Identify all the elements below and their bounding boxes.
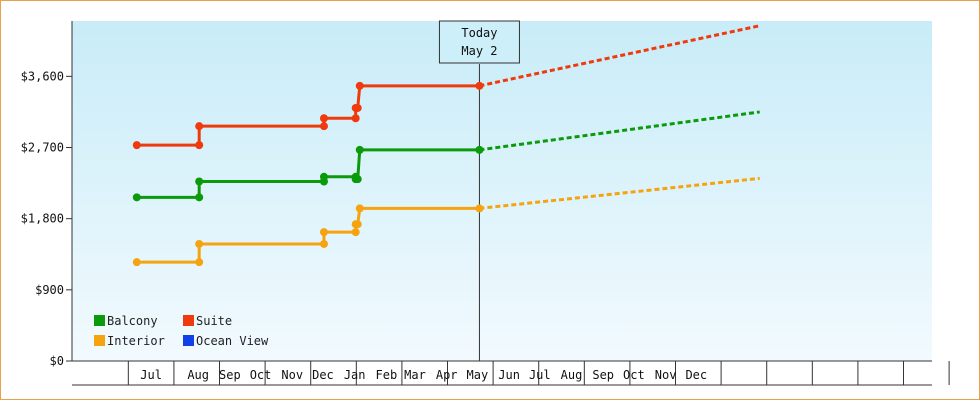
data-point[interactable] (195, 193, 204, 202)
y-axis: $0 $900 $1,800 $2,700 $3,600 (21, 21, 73, 368)
series-line-suite (136, 84, 480, 147)
x-tick-label: Jul (529, 368, 551, 382)
data-point[interactable] (132, 193, 141, 202)
data-point[interactable] (475, 204, 484, 213)
data-point[interactable] (351, 114, 360, 123)
today-label: Today (461, 26, 497, 40)
data-point[interactable] (353, 103, 362, 112)
y-tick-label: $900 (35, 283, 64, 297)
data-point[interactable] (475, 145, 484, 154)
x-tick-label: Feb (376, 368, 398, 382)
x-tick-label: May (467, 368, 489, 382)
x-tick-label: Aug (561, 368, 583, 382)
x-tick-label: Dec (685, 368, 707, 382)
x-tick-label: Aug (187, 368, 209, 382)
legend-label: Suite (196, 314, 232, 328)
forecast-line-interior (479, 176, 760, 210)
x-tick-label: Oct (623, 368, 645, 382)
data-point[interactable] (355, 81, 364, 90)
series-line-balcony (136, 148, 480, 199)
x-tick-label: Dec (312, 368, 334, 382)
x-tick-label: Nov (281, 368, 303, 382)
legend-swatch (183, 315, 194, 326)
data-point[interactable] (355, 145, 364, 154)
x-tick-label: Jan (344, 368, 366, 382)
plot-area (72, 21, 932, 361)
data-point[interactable] (319, 228, 328, 237)
y-tick-label: $2,700 (21, 141, 64, 155)
legend-label: Ocean View (196, 334, 269, 348)
data-point[interactable] (355, 204, 364, 213)
data-point[interactable] (351, 228, 360, 237)
data-point[interactable] (353, 220, 362, 229)
data-point[interactable] (132, 258, 141, 267)
data-point[interactable] (195, 141, 204, 150)
today-callout (438, 20, 520, 64)
legend: Balcony Suite Interior Ocean View (94, 314, 269, 348)
x-tick-label: Jul (140, 368, 162, 382)
data-point[interactable] (319, 172, 328, 181)
data-point[interactable] (195, 177, 204, 186)
x-axis: Jul Aug Sep Oct Nov Dec Jan Feb Mar Apr May Jun Jul A… (72, 360, 950, 386)
x-tick-label: Oct (250, 368, 272, 382)
legend-label: Interior (107, 334, 165, 348)
series-layer (132, 24, 761, 267)
data-point[interactable] (195, 239, 204, 248)
y-tick-label: $1,800 (21, 212, 64, 226)
data-point[interactable] (195, 122, 204, 131)
x-tick-label: Mar (404, 368, 426, 382)
today-date-label: May 2 (461, 44, 497, 58)
legend-swatch (183, 335, 194, 346)
x-tick-label: Apr (436, 368, 458, 382)
x-tick-label: Nov (655, 368, 677, 382)
series-line-interior (136, 206, 480, 264)
data-point[interactable] (195, 258, 204, 267)
x-tick-label: Sep (592, 368, 614, 382)
data-point[interactable] (475, 81, 484, 90)
data-point[interactable] (319, 114, 328, 123)
data-point[interactable] (319, 239, 328, 248)
legend-swatch (94, 335, 105, 346)
y-tick-label: $0 (50, 354, 64, 368)
data-point[interactable] (319, 122, 328, 131)
data-point[interactable] (353, 175, 362, 184)
x-tick-label: Jun (498, 368, 520, 382)
legend-swatch (94, 315, 105, 326)
x-tick-label: Sep (219, 368, 241, 382)
data-point[interactable] (132, 141, 141, 150)
legend-label: Balcony (107, 314, 158, 328)
forecast-line-balcony (479, 110, 760, 152)
y-tick-label: $3,600 (21, 69, 64, 83)
today-marker: Today May 2 (438, 20, 520, 361)
